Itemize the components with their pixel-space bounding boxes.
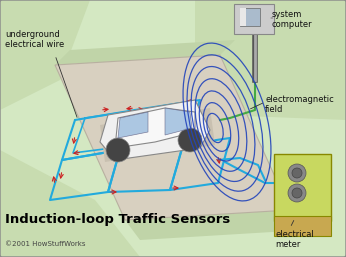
Circle shape [288,164,306,182]
Polygon shape [115,108,195,148]
Text: electrical
meter: electrical meter [275,230,314,249]
Text: ©2001 HowStuffWorks: ©2001 HowStuffWorks [5,241,85,247]
FancyBboxPatch shape [274,154,331,221]
FancyBboxPatch shape [274,216,331,236]
Circle shape [292,188,302,198]
Circle shape [288,184,306,202]
Polygon shape [100,100,210,160]
Polygon shape [55,40,235,65]
Polygon shape [100,108,215,162]
Text: system
computer: system computer [272,10,313,29]
Polygon shape [0,0,90,110]
Text: Induction-loop Traffic Sensors: Induction-loop Traffic Sensors [5,213,230,226]
Polygon shape [118,112,148,138]
Polygon shape [0,150,140,257]
Bar [240,8,246,26]
Polygon shape [125,210,305,240]
Bar [240,8,260,26]
Polygon shape [55,55,290,220]
Circle shape [178,128,202,152]
Text: electromagnetic
field: electromagnetic field [265,95,334,114]
Polygon shape [165,108,192,135]
Circle shape [292,168,302,178]
Polygon shape [195,0,346,120]
FancyBboxPatch shape [234,4,274,34]
Circle shape [106,138,130,162]
Text: underground
electrical wire: underground electrical wire [5,30,64,49]
